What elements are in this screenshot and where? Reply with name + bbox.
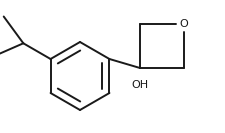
Text: OH: OH — [131, 80, 148, 90]
Text: O: O — [179, 19, 188, 29]
